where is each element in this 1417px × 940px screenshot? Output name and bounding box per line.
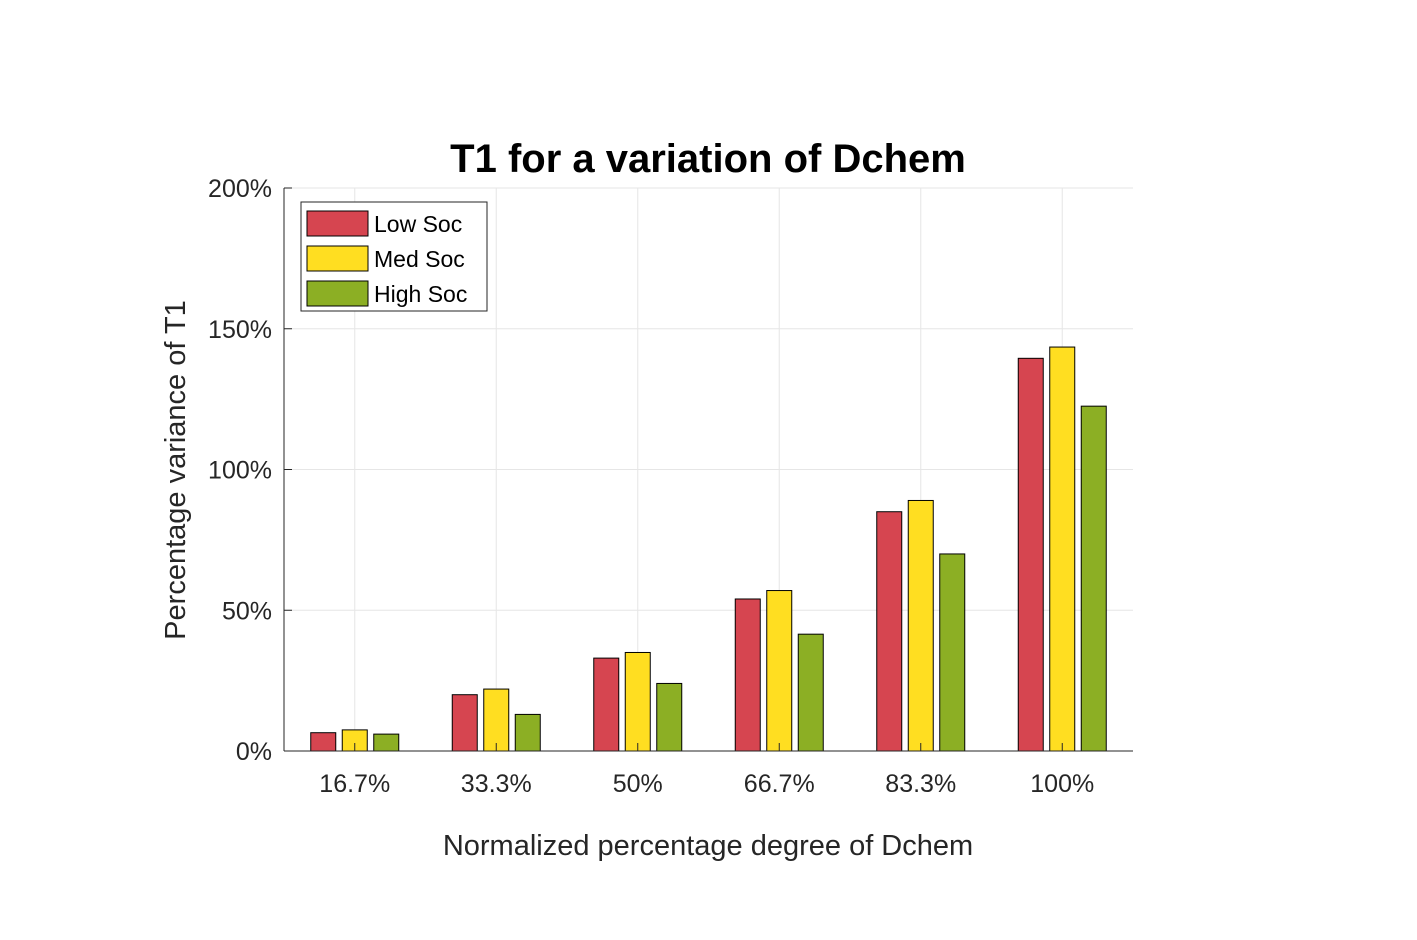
legend-label: Med Soc xyxy=(374,246,465,272)
bar-low-soc-2 xyxy=(593,657,620,752)
y-axis-title: Percentage variance of T1 xyxy=(160,300,192,640)
bar-low-soc-5 xyxy=(1017,357,1044,752)
x-tick-label: 50% xyxy=(613,770,663,798)
y-tick-label: 200% xyxy=(208,175,272,203)
legend: Low Soc Med Soc High Soc xyxy=(300,201,488,312)
bars xyxy=(310,346,1107,752)
legend-swatch xyxy=(306,210,369,237)
bar-low-soc-3 xyxy=(734,598,761,752)
bar-med-soc-3 xyxy=(766,590,793,752)
legend-label: High Soc xyxy=(374,281,467,307)
x-tick-label: 16.7% xyxy=(319,770,390,798)
bar-high-soc-4 xyxy=(939,553,966,752)
bar-low-soc-4 xyxy=(876,511,903,752)
x-tick-label: 83.3% xyxy=(885,770,956,798)
legend-swatch xyxy=(306,280,369,307)
bar-med-soc-1 xyxy=(483,688,510,752)
bar-high-soc-0 xyxy=(373,733,400,752)
y-tick-label: 50% xyxy=(222,597,272,625)
x-tick-label: 66.7% xyxy=(744,770,815,798)
x-tick-label: 33.3% xyxy=(461,770,532,798)
bar-high-soc-1 xyxy=(514,713,541,752)
bar-high-soc-5 xyxy=(1080,405,1107,752)
bar-high-soc-3 xyxy=(797,633,824,752)
legend-swatch xyxy=(306,245,369,272)
axes xyxy=(283,187,1133,752)
x-tick-label: 100% xyxy=(1030,770,1094,798)
bar-low-soc-0 xyxy=(310,732,337,752)
y-tick-label: 150% xyxy=(208,316,272,344)
x-axis-title: Normalized percentage degree of Dchem xyxy=(443,830,973,862)
legend-label: Low Soc xyxy=(374,211,462,237)
y-tick-label: 100% xyxy=(208,457,272,485)
y-tick-label: 0% xyxy=(236,738,272,766)
bar-med-soc-2 xyxy=(624,651,651,752)
bar-med-soc-5 xyxy=(1049,346,1076,752)
tick-labels: 0% 50% 100% 150% 200% 16.7% 33.3% 50% 66.7% 83.3%… xyxy=(208,175,1094,798)
chart-title: T1 for a variation of Dchem xyxy=(450,137,966,181)
bar-low-soc-1 xyxy=(451,694,478,752)
bar-high-soc-2 xyxy=(656,682,683,752)
bar-med-soc-4 xyxy=(907,499,934,752)
